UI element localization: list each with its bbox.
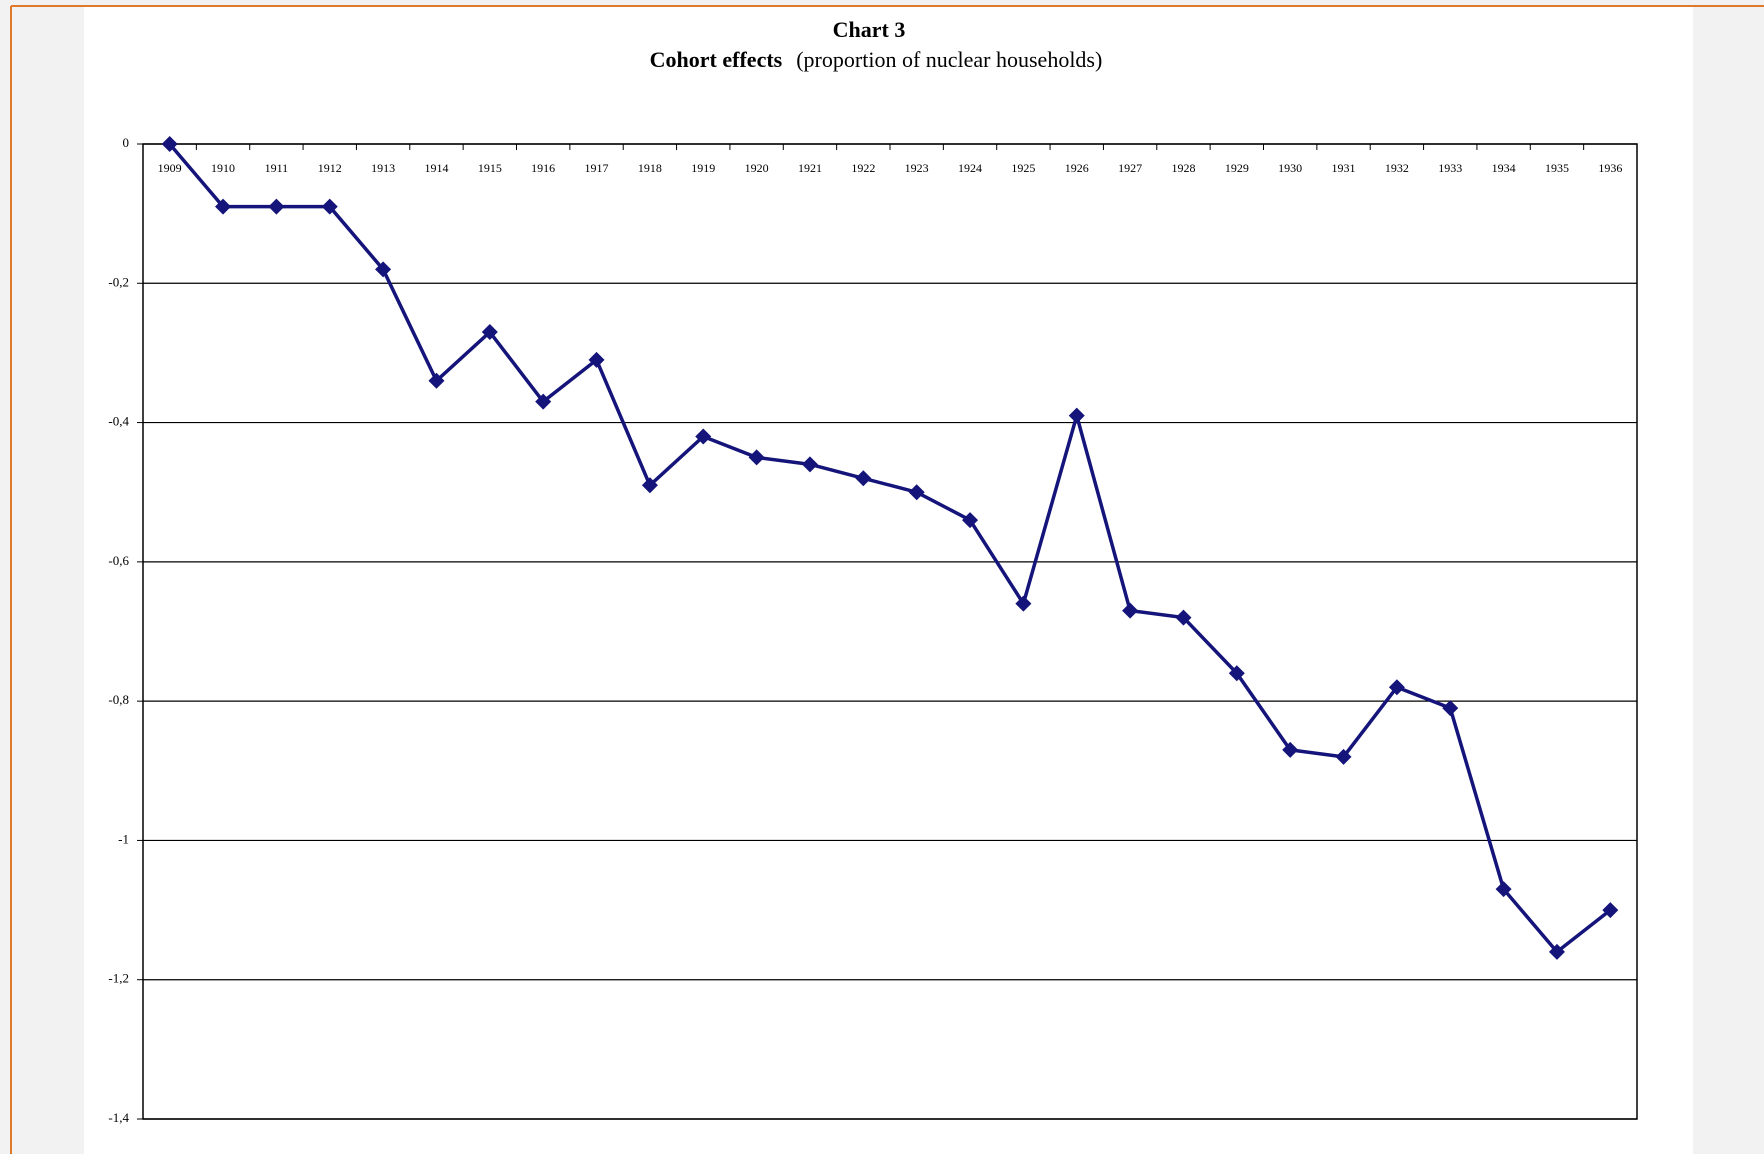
data-point: [161, 136, 178, 152]
y-tick-label: -1,4: [108, 1110, 129, 1125]
data-point: [321, 198, 338, 215]
x-tick-label: 1913: [371, 161, 395, 175]
data-point: [1228, 665, 1245, 682]
x-tick-label: 1930: [1278, 161, 1302, 175]
x-tick-label: 1922: [851, 161, 875, 175]
x-tick-label: 1910: [211, 161, 235, 175]
data-point: [641, 477, 658, 494]
x-tick-label: 1918: [638, 161, 662, 175]
x-tick-label: 1909: [158, 161, 182, 175]
x-tick-label: 1919: [691, 161, 715, 175]
x-tick-label: 1912: [318, 161, 342, 175]
x-tick-label: 1928: [1171, 161, 1195, 175]
x-tick-label: 1915: [478, 161, 502, 175]
data-point: [1548, 943, 1565, 960]
data-point: [268, 198, 285, 215]
y-tick-label: 0: [123, 135, 130, 150]
y-tick-label: -1: [118, 831, 129, 846]
x-tick-label: 1929: [1225, 161, 1249, 175]
data-point: [375, 261, 392, 278]
data-point: [535, 393, 552, 410]
x-tick-label: 1911: [265, 161, 289, 175]
x-tick-label: 1932: [1385, 161, 1409, 175]
data-point: [1335, 748, 1352, 765]
chart-subtitle: Cohort effects (proportion of nuclear hou…: [650, 47, 1103, 72]
data-point: [1015, 595, 1032, 612]
data-point: [1282, 741, 1299, 758]
data-point: [855, 470, 872, 487]
data-point: [1175, 609, 1192, 626]
data-point: [1122, 602, 1139, 619]
data-point: [215, 198, 232, 215]
data-point: [908, 484, 925, 501]
chart-title: Chart 3: [833, 17, 906, 42]
x-tick-label: 1933: [1438, 161, 1462, 175]
subtitle-bold: Cohort effects: [650, 47, 783, 72]
data-point: [481, 324, 498, 341]
data-point: [1495, 881, 1512, 898]
y-tick-label: -0,6: [108, 553, 129, 568]
x-tick-label: 1927: [1118, 161, 1142, 175]
x-tick-label: 1935: [1545, 161, 1569, 175]
data-point: [801, 456, 818, 473]
x-tick-label: 1926: [1065, 161, 1089, 175]
data-point: [1068, 407, 1085, 424]
y-tick-label: -0,4: [108, 414, 129, 429]
x-tick-label: 1923: [905, 161, 929, 175]
data-point: [748, 449, 765, 466]
x-tick-label: 1936: [1598, 161, 1622, 175]
y-tick-label: -1,2: [108, 971, 129, 986]
x-tick-label: 1931: [1332, 161, 1356, 175]
x-tick-label: 1916: [531, 161, 555, 175]
data-point: [962, 512, 979, 529]
panel: [84, 6, 1693, 1154]
x-tick-label: 1917: [585, 161, 609, 175]
data-point: [1442, 700, 1459, 717]
data-point: [695, 428, 712, 445]
x-tick-label: 1914: [424, 161, 448, 175]
x-tick-label: 1925: [1011, 161, 1035, 175]
x-tick-label: 1924: [958, 161, 982, 175]
data-point: [1602, 902, 1619, 919]
x-tick-label: 1934: [1492, 161, 1516, 175]
x-tick-label: 1921: [798, 161, 822, 175]
y-tick-label: -0,2: [108, 274, 129, 289]
data-point: [1388, 679, 1405, 696]
y-tick-label: -0,8: [108, 692, 129, 707]
data-line: [168, 142, 1612, 955]
subtitle-text: (proportion of nuclear households): [796, 47, 1102, 72]
data-point: [588, 351, 605, 368]
x-tick-label: 1920: [745, 161, 769, 175]
data-point: [428, 372, 445, 389]
